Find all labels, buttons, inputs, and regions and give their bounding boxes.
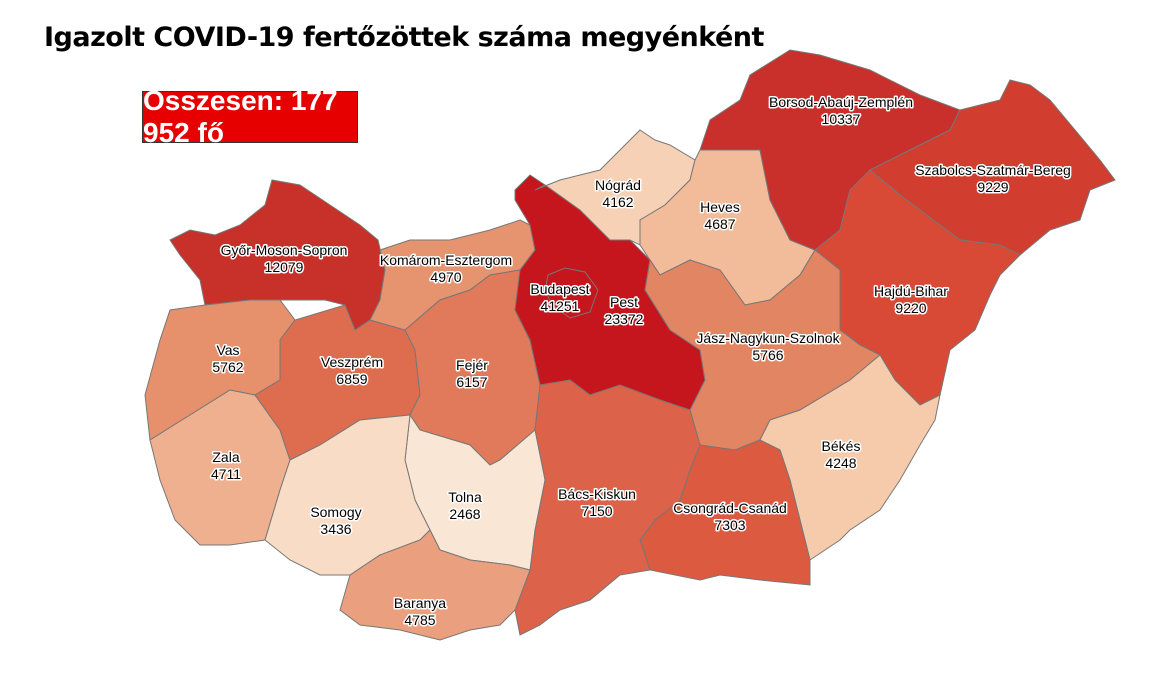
total-badge: Összesen: 177 952 fő [142, 85, 358, 148]
county-value-label: 4711 [211, 466, 241, 482]
county-name-label: Jász-Nagykun-Szolnok [696, 330, 840, 346]
county-value-label: 7150 [581, 503, 612, 519]
county-value-label: 4248 [825, 455, 856, 471]
county-name-label: Hajdú-Bihar [874, 283, 948, 299]
county-value-label: 4687 [704, 216, 735, 232]
county-name-label: Békés [822, 438, 861, 454]
county-value-label: 3436 [320, 521, 351, 537]
county-name-label: Heves [700, 199, 740, 215]
county-name-label: Csongrád-Csanád [673, 500, 787, 516]
county-name-label: Veszprém [321, 354, 383, 370]
county-name-label: Pest [610, 294, 638, 310]
county-value-label: 10337 [822, 111, 861, 127]
county-value-label: 4162 [602, 194, 633, 210]
county-value-label: 6157 [456, 374, 487, 390]
county-name-label: Vas [216, 342, 239, 358]
county-value-label: 7303 [714, 517, 745, 533]
county-value-label: 4785 [404, 612, 435, 628]
county-name-label: Budapest [530, 281, 589, 297]
county-value-label: 5762 [212, 359, 243, 375]
map-title: Igazolt COVID-19 fertőzöttek száma megyé… [44, 22, 764, 53]
county-name-label: Zala [212, 449, 239, 465]
county-baranya [339, 529, 531, 641]
county-name-label: Tolna [448, 489, 482, 505]
county-name-label: Bács-Kiskun [558, 486, 636, 502]
county-name-label: Baranya [394, 595, 446, 611]
county-name-label: Somogy [310, 504, 361, 520]
county-value-label: 9229 [977, 179, 1008, 195]
county-name-label: Fejér [456, 357, 488, 373]
county-name-label: Győr-Moson-Sopron [221, 242, 348, 258]
county-value-label: 6859 [336, 371, 367, 387]
county-value-label: 5766 [752, 347, 783, 363]
county-value-label: 41251 [541, 298, 580, 314]
county-name-label: Nógrád [595, 177, 641, 193]
county-value-label: 23372 [605, 311, 644, 327]
county-value-label: 2468 [449, 506, 480, 522]
county-value-label: 12079 [265, 259, 304, 275]
county-value-label: 4970 [430, 269, 461, 285]
county-name-label: Komárom-Esztergom [380, 252, 512, 268]
county-budapest [544, 267, 599, 319]
county-value-label: 9220 [895, 300, 926, 316]
county-name-label: Szabolcs-Szatmár-Bereg [915, 162, 1071, 178]
county-name-label: Borsod-Abaúj-Zemplén [769, 94, 913, 110]
